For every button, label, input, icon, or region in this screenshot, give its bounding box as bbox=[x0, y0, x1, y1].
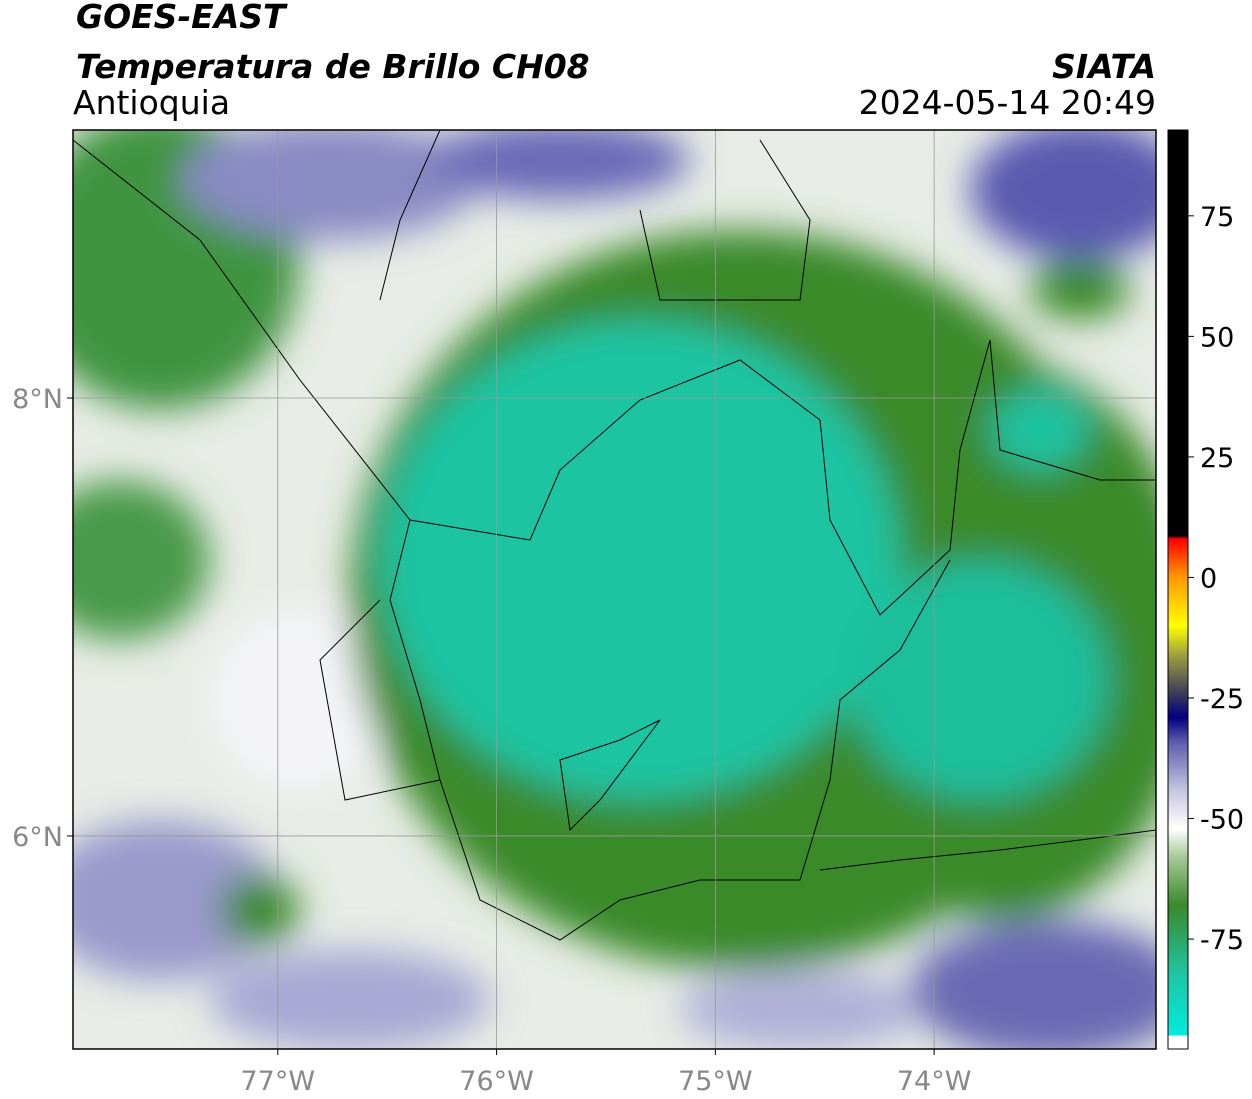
region: Antioquia bbox=[73, 83, 230, 122]
x-tick-label: 74°W bbox=[897, 1066, 972, 1097]
source: SIATA bbox=[1052, 47, 1156, 86]
title: GOES-EAST bbox=[76, 0, 288, 36]
x-tick-label: 76°W bbox=[459, 1066, 534, 1097]
satellite-image bbox=[73, 130, 1156, 1049]
y-tick-label: 8°N bbox=[12, 384, 63, 415]
colorbar-tick-label: 0 bbox=[1200, 563, 1217, 594]
timestamp: 2024-05-14 20:49 bbox=[859, 83, 1156, 122]
colorbar-tick-label: -50 bbox=[1200, 805, 1244, 836]
map-frame bbox=[72, 129, 1157, 1050]
colorbar-tick-label: 75 bbox=[1200, 202, 1234, 233]
x-tick-label: 77°W bbox=[241, 1066, 316, 1097]
colorbar-tick-label: 25 bbox=[1200, 443, 1234, 474]
x-tick-label: 75°W bbox=[678, 1066, 753, 1097]
colorbar-tick-label: 50 bbox=[1200, 322, 1234, 353]
colorbar-tick-label: -75 bbox=[1200, 925, 1244, 956]
subtitle: Temperatura de Brillo CH08 bbox=[76, 47, 590, 86]
colorbar bbox=[1167, 129, 1189, 1050]
grid bbox=[73, 130, 1156, 1049]
y-tick-label: 6°N bbox=[12, 822, 63, 853]
colorbar-tick-label: -25 bbox=[1200, 684, 1244, 715]
